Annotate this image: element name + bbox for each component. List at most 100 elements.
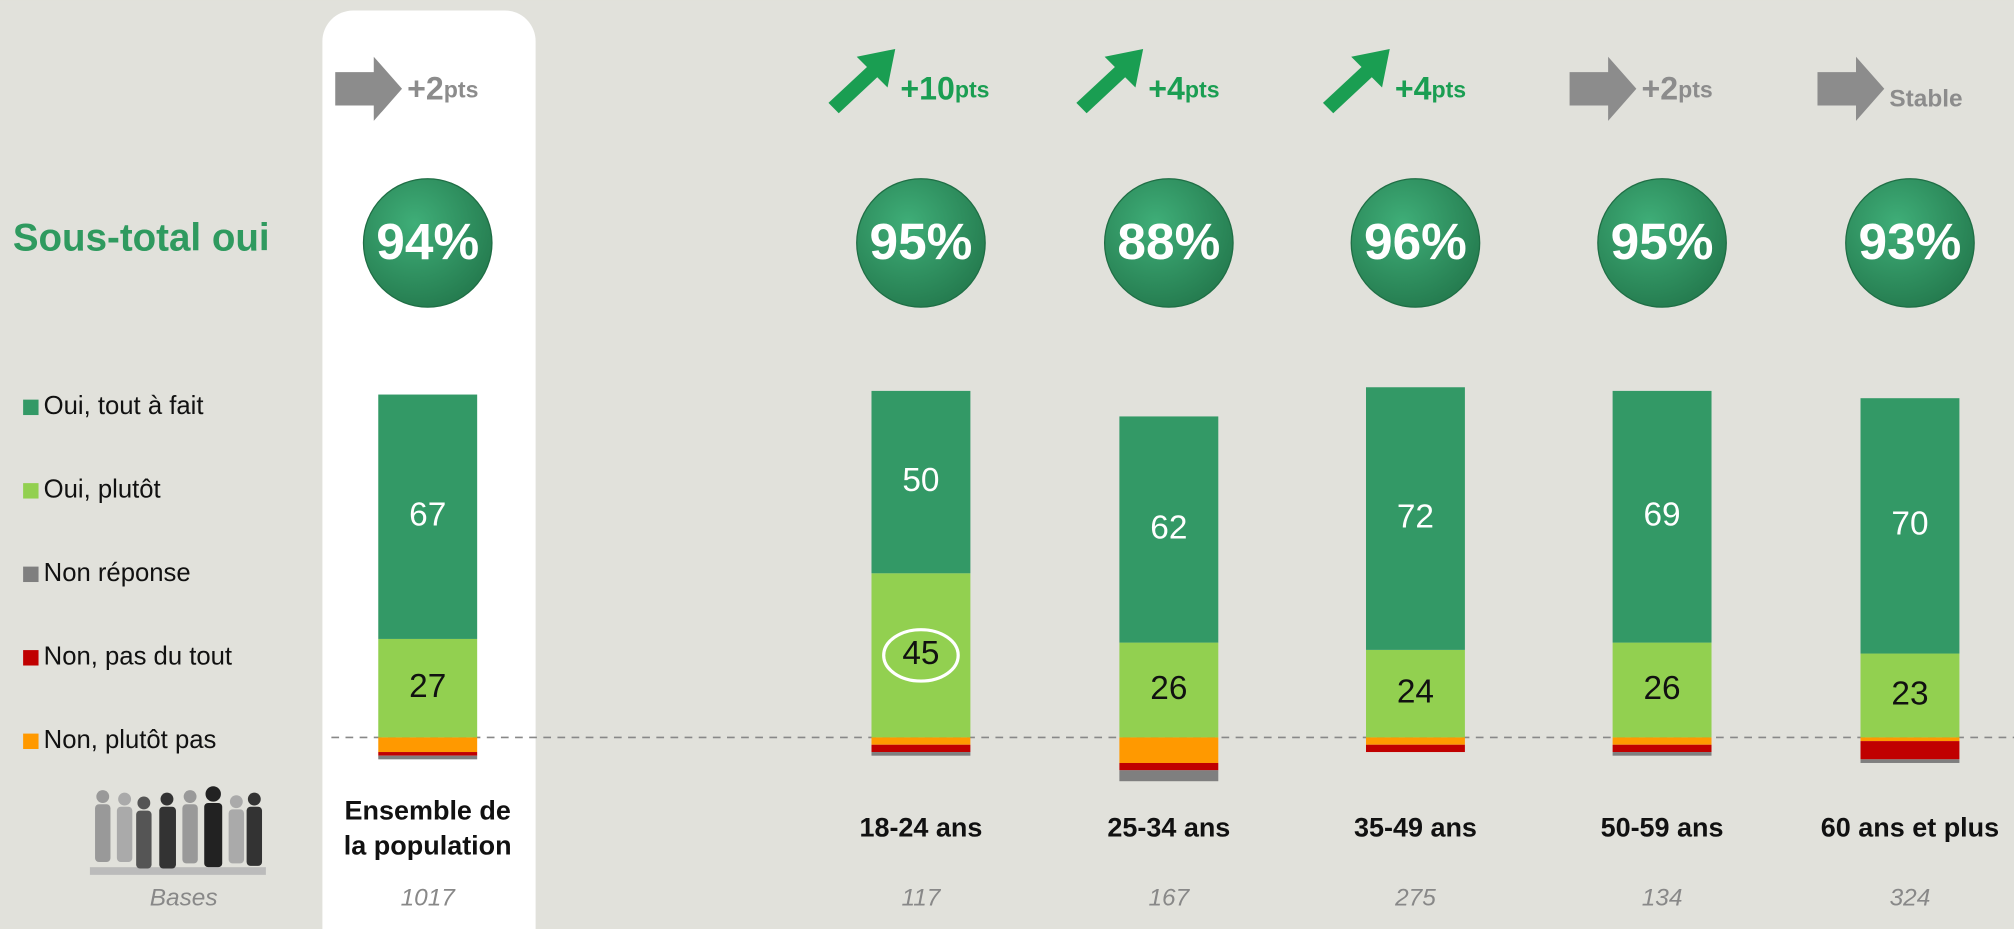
bar-segment — [1119, 642, 1219, 738]
trend-arrow — [335, 56, 403, 121]
evolution-value: +10 — [900, 71, 954, 107]
subtotal-circle — [856, 178, 986, 308]
category-label: 35-49 ans — [1353, 813, 1477, 844]
bar-segment — [1119, 737, 1219, 763]
bar-segment — [378, 755, 478, 760]
bar-segment — [1612, 642, 1712, 738]
bar-segment — [1119, 770, 1219, 782]
subtotal-circle — [1597, 178, 1727, 308]
highlight-circle — [882, 628, 960, 683]
bar-segment — [1612, 737, 1712, 745]
legend-label: Non réponse — [44, 559, 191, 587]
category-box: Ensemble de la population — [343, 796, 512, 861]
bar-segment — [871, 752, 971, 756]
legend-label: Non, plutôt pas — [44, 726, 217, 754]
trend-arrow — [1569, 56, 1637, 121]
category-label: 60 ans et plus — [1820, 813, 2000, 844]
value-label: 50 — [902, 462, 939, 499]
evolution-label: +4pts — [1148, 71, 1219, 107]
subtotal-label: 88% — [1117, 212, 1220, 270]
category-box: 50-59 ans — [1600, 813, 1724, 844]
legend-swatch — [23, 483, 39, 499]
evolution-unit: pts — [1432, 76, 1467, 102]
bar-segment — [1860, 737, 1960, 742]
trend-arrow — [828, 48, 896, 114]
bar-segment — [1860, 759, 1960, 763]
value-label: 26 — [1644, 670, 1681, 707]
bar-segment — [1612, 752, 1712, 756]
evolution-label: +10pts — [900, 71, 989, 107]
value-label: 23 — [1891, 675, 1928, 712]
bar-segment — [871, 573, 971, 738]
bar-segment — [1119, 416, 1219, 643]
bar-segment — [1612, 744, 1712, 753]
category-label: 25-34 ans — [1107, 813, 1231, 844]
value-label: 70 — [1891, 506, 1928, 543]
evolution-value: +2 — [1642, 71, 1679, 107]
bar-segment — [1860, 398, 1960, 654]
evolution-label: Stable — [1889, 86, 1962, 113]
bar-segment — [378, 638, 478, 738]
base-value: 117 — [901, 885, 941, 912]
value-label: 62 — [1150, 509, 1187, 546]
legend-label: Non, pas du tout — [44, 643, 232, 671]
category-label: 18-24 ans — [859, 813, 983, 844]
subtotal-label: 93% — [1859, 212, 1962, 270]
evolution-unit: pts — [1678, 76, 1713, 102]
evolution-value: +4 — [1148, 71, 1185, 107]
trend-arrow — [1322, 48, 1390, 114]
bar-segment — [871, 744, 971, 753]
value-label: 45 — [902, 635, 939, 672]
value-label: 72 — [1397, 498, 1434, 535]
evolution-value: Stable — [1889, 86, 1962, 113]
subtotal-circle — [1350, 178, 1481, 308]
subtotal-label: Sous-total oui — [13, 217, 270, 260]
subtotal-label: 95% — [870, 212, 973, 270]
base-value: 167 — [1148, 885, 1190, 912]
evolution-label: +4pts — [1395, 71, 1466, 107]
category-label: 50-59 ans — [1600, 813, 1724, 844]
bar-segment — [1366, 744, 1465, 753]
evolution-label: +2pts — [407, 71, 478, 107]
bar-segment — [1612, 390, 1712, 643]
bar-segment — [871, 737, 971, 745]
value-label: 67 — [409, 497, 446, 534]
subtotal-circle — [1103, 178, 1234, 308]
evolution-unit: pts — [955, 76, 990, 102]
subtotal-label: 96% — [1364, 212, 1467, 270]
evolution-unit: pts — [444, 76, 479, 102]
category-box: 35-49 ans — [1353, 813, 1477, 844]
base-value: 1017 — [401, 885, 457, 912]
subtotal-label: 95% — [1611, 212, 1714, 270]
subtotal-label: 94% — [376, 212, 479, 270]
bar-segment — [1366, 387, 1465, 650]
subtotal-circle — [362, 178, 493, 308]
bar-segment — [1119, 762, 1219, 771]
bar-segment — [1366, 649, 1465, 738]
category-box: 25-34 ans — [1107, 813, 1231, 844]
legend-label: Oui, tout à fait — [44, 392, 204, 420]
legend-swatch — [23, 733, 39, 750]
bar-segment — [378, 752, 478, 756]
bases-label: Bases — [150, 885, 218, 912]
category-box: 60 ans et plus — [1820, 813, 2000, 844]
bar-segment — [1366, 737, 1465, 745]
evolution-value: +2 — [407, 71, 444, 107]
base-value: 134 — [1642, 885, 1683, 912]
value-label: 26 — [1150, 670, 1187, 707]
base-value: 275 — [1394, 885, 1436, 912]
base-value: 324 — [1890, 885, 1931, 912]
category-box: 18-24 ans — [859, 813, 983, 844]
legend-swatch — [23, 399, 39, 416]
evolution-value: +4 — [1395, 71, 1432, 107]
subtotal-circle — [1845, 178, 1975, 308]
legend-swatch — [23, 566, 39, 583]
category-label: Ensemble de la population — [343, 796, 512, 861]
value-label: 27 — [409, 668, 446, 705]
value-label: 69 — [1644, 497, 1681, 534]
people-icon — [89, 786, 266, 875]
evolution-label: +2pts — [1642, 71, 1713, 107]
bar-segment — [378, 394, 478, 639]
value-label: 24 — [1397, 673, 1434, 710]
